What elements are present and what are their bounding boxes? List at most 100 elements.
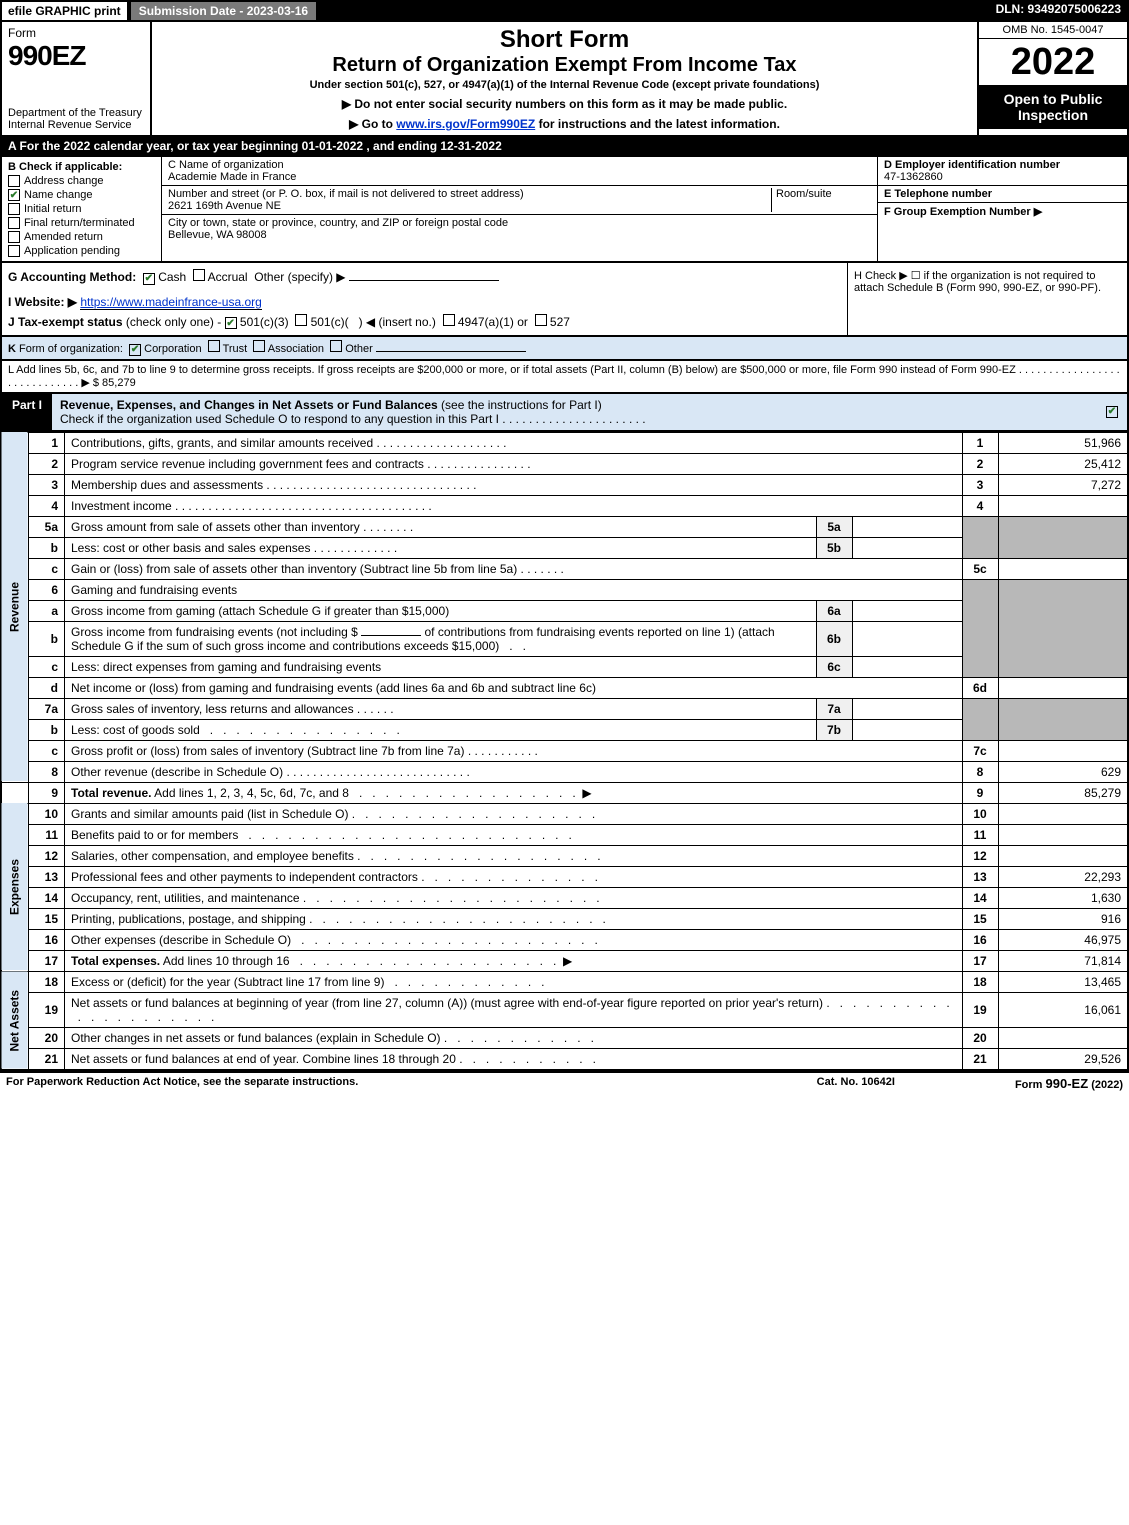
l13-n: 13 <box>29 866 65 887</box>
l19-rn: 19 <box>962 992 998 1027</box>
l6d-rn: 6d <box>962 677 998 698</box>
c-city-label: City or town, state or province, country… <box>168 217 871 229</box>
subtitle-section: Under section 501(c), 527, or 4947(a)(1)… <box>162 79 967 91</box>
l4-d: Investment income <box>71 499 172 513</box>
l13-d: Professional fees and other payments to … <box>71 870 418 884</box>
g-other-blank[interactable] <box>349 280 499 281</box>
l14-rn: 14 <box>962 887 998 908</box>
l6c-d: Less: direct expenses from gaming and fu… <box>71 660 381 674</box>
l11-n: 11 <box>29 824 65 845</box>
top-bar: efile GRAPHIC print Submission Date - 20… <box>0 0 1129 22</box>
part-1-title: Revenue, Expenses, and Changes in Net As… <box>52 394 1097 430</box>
l16-rn: 16 <box>962 929 998 950</box>
k-other-blank[interactable] <box>376 351 526 352</box>
l7b-sn: 7b <box>816 719 852 740</box>
irs-link[interactable]: www.irs.gov/Form990EZ <box>396 117 535 131</box>
l5a-sn: 5a <box>816 516 852 537</box>
chk-trust[interactable] <box>208 340 220 352</box>
l18-d: Excess or (deficit) for the year (Subtra… <box>71 975 384 989</box>
section-c: C Name of organization Academie Made in … <box>162 157 877 261</box>
l9-rn: 9 <box>962 782 998 803</box>
chk-4947[interactable] <box>443 314 455 326</box>
l14-rv: 1,630 <box>998 887 1128 908</box>
vlabel-expenses: Expenses <box>1 803 29 971</box>
l21-d: Net assets or fund balances at end of ye… <box>71 1052 456 1066</box>
l5c-n: c <box>29 558 65 579</box>
part-1-title-rest: (see the instructions for Part I) <box>438 398 602 412</box>
l10-rv <box>998 803 1128 824</box>
e-label: E Telephone number <box>884 188 1121 200</box>
chk-corp[interactable]: ✔ <box>129 344 141 356</box>
chk-501c3[interactable]: ✔ <box>225 317 237 329</box>
footer-center: Cat. No. 10642I <box>817 1076 895 1091</box>
header-left: Form 990EZ Department of the Treasury In… <box>2 22 152 135</box>
l17-d: Total expenses. <box>71 954 160 968</box>
l6a-sv <box>852 600 962 621</box>
l4-n: 4 <box>29 495 65 516</box>
chk-amended[interactable] <box>8 231 20 243</box>
l11-rv <box>998 824 1128 845</box>
chk-schedule-o[interactable]: ✔ <box>1106 406 1118 418</box>
subtitle-ssn: ▶ Do not enter social security numbers o… <box>162 97 967 111</box>
chk-accrual[interactable] <box>193 269 205 281</box>
l4-rn: 4 <box>962 495 998 516</box>
chk-address-change[interactable] <box>8 175 20 187</box>
part-1-title-bold: Revenue, Expenses, and Changes in Net As… <box>60 398 438 412</box>
l1-d: Contributions, gifts, grants, and simila… <box>71 436 373 450</box>
line-j: J Tax-exempt status (check only one) - ✔… <box>8 314 841 330</box>
chk-cash[interactable]: ✔ <box>143 273 155 285</box>
l15-n: 15 <box>29 908 65 929</box>
l9-rv: 85,279 <box>998 782 1128 803</box>
l16-d: Other expenses (describe in Schedule O) <box>71 933 291 947</box>
l17-rv: 71,814 <box>998 950 1128 971</box>
chk-527[interactable] <box>535 314 547 326</box>
l6b-sv <box>852 621 962 656</box>
l1-rn: 1 <box>962 432 998 453</box>
part-1-header: Part I Revenue, Expenses, and Changes in… <box>0 394 1129 432</box>
chk-assoc[interactable] <box>253 340 265 352</box>
l7b-n: b <box>29 719 65 740</box>
l6-n: 6 <box>29 579 65 600</box>
line-l-text: L Add lines 5b, 6c, and 7b to line 9 to … <box>8 364 1120 389</box>
l10-n: 10 <box>29 803 65 824</box>
section-b-through-f: B Check if applicable: Address change ✔N… <box>0 157 1129 263</box>
l21-rn: 21 <box>962 1048 998 1070</box>
l19-d: Net assets or fund balances at beginning… <box>71 996 823 1010</box>
part-1-table: Revenue 1 Contributions, gifts, grants, … <box>0 432 1129 1071</box>
lbl-initial-return: Initial return <box>24 203 81 215</box>
l20-rn: 20 <box>962 1027 998 1048</box>
l12-n: 12 <box>29 845 65 866</box>
l17-rn: 17 <box>962 950 998 971</box>
l6b-blank[interactable] <box>361 635 421 636</box>
l4-rv <box>998 495 1128 516</box>
l15-rn: 15 <box>962 908 998 929</box>
l17-n: 17 <box>29 950 65 971</box>
header-center: Short Form Return of Organization Exempt… <box>152 22 977 135</box>
l6a-sn: 6a <box>816 600 852 621</box>
i-label: I Website: ▶ <box>8 295 77 309</box>
l5a-d: Gross amount from sale of assets other t… <box>71 520 360 534</box>
l20-n: 20 <box>29 1027 65 1048</box>
l5a-sv <box>852 516 962 537</box>
l3-n: 3 <box>29 474 65 495</box>
chk-501c[interactable] <box>295 314 307 326</box>
l19-rv: 16,061 <box>998 992 1128 1027</box>
vlabel-revenue: Revenue <box>1 432 29 782</box>
website-link[interactable]: https://www.madeinfrance-usa.org <box>80 295 261 310</box>
chk-final-return[interactable] <box>8 217 20 229</box>
title-short-form: Short Form <box>162 26 967 54</box>
chk-name-change[interactable]: ✔ <box>8 189 20 201</box>
l6a-d: Gross income from gaming (attach Schedul… <box>71 604 449 618</box>
l5c-d: Gain or (loss) from sale of assets other… <box>71 562 517 576</box>
chk-pending[interactable] <box>8 245 20 257</box>
chk-other-org[interactable] <box>330 340 342 352</box>
form-header: Form 990EZ Department of the Treasury In… <box>0 22 1129 137</box>
part-1-tab: Part I <box>2 394 52 430</box>
vlabel-netassets: Net Assets <box>1 971 29 1070</box>
section-def: D Employer identification number 47-1362… <box>877 157 1127 261</box>
l15-rv: 916 <box>998 908 1128 929</box>
l6d-n: d <box>29 677 65 698</box>
chk-initial-return[interactable] <box>8 203 20 215</box>
d-ein: 47-1362860 <box>884 171 1121 183</box>
l7a-n: 7a <box>29 698 65 719</box>
